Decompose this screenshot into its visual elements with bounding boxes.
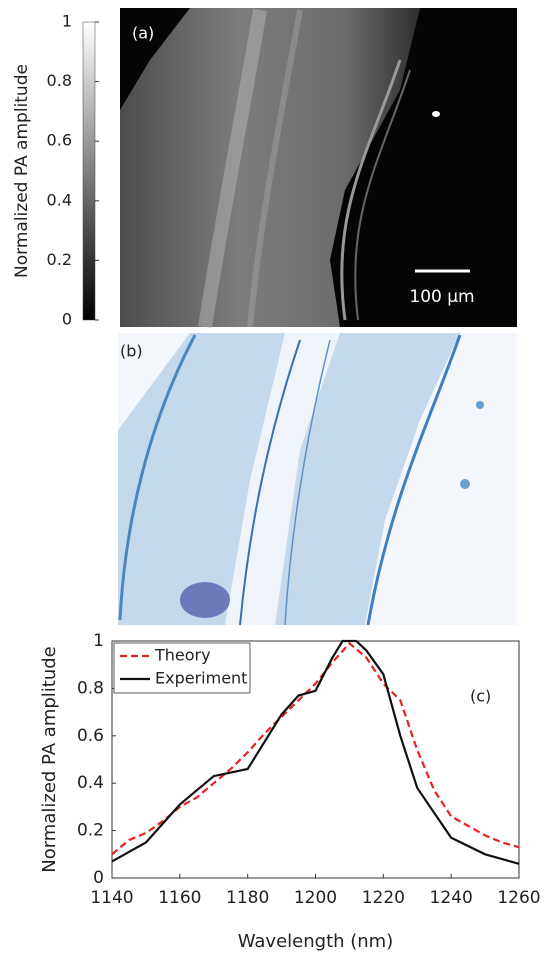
colorbar-tick-label: 1: [62, 12, 72, 31]
y-tick-label: 0.6: [77, 726, 104, 746]
legend-box: [113, 642, 251, 694]
colorbar-tick-label: 0.8: [47, 71, 72, 90]
colorbar: [82, 21, 96, 321]
legend-label: Experiment: [155, 669, 247, 688]
panel-label: (c): [470, 687, 491, 706]
colorbar-label: Normalized PA amplitude: [12, 64, 32, 278]
data-line: [111, 641, 520, 856]
scale-bar-label: 100 μm: [409, 287, 474, 307]
pa-image: [120, 8, 517, 329]
colorbar-tick-label: 0.4: [47, 190, 72, 209]
x-axis-label: Wavelength (nm): [238, 931, 394, 952]
panel-label: (a): [132, 24, 154, 43]
x-tick-label: 1160: [158, 888, 201, 908]
y-tick-label: 0: [93, 868, 104, 888]
y-tick-label: 0.4: [77, 773, 104, 793]
colorbar-tick-label: 0.2: [47, 250, 72, 269]
histology-image: [118, 333, 517, 626]
legend-label: Theory: [154, 646, 211, 665]
x-tick-label: 1260: [497, 888, 540, 908]
x-tick-label: 1140: [90, 888, 133, 908]
y-axis-label: Normalized PA amplitude: [39, 646, 60, 873]
y-tick-label: 0.8: [77, 678, 104, 698]
x-tick-label: 1200: [294, 888, 337, 908]
panel-label: (b): [120, 342, 143, 361]
x-tick-label: 1220: [362, 888, 405, 908]
x-tick-label: 1240: [430, 888, 473, 908]
y-tick-label: 0.2: [77, 821, 104, 841]
colorbar-tick-label: 0.6: [47, 131, 72, 150]
colorbar-tick-label: 0: [62, 310, 72, 329]
x-tick-label: 1180: [226, 888, 269, 908]
data-line: [111, 639, 520, 865]
y-tick-label: 1: [93, 631, 104, 651]
